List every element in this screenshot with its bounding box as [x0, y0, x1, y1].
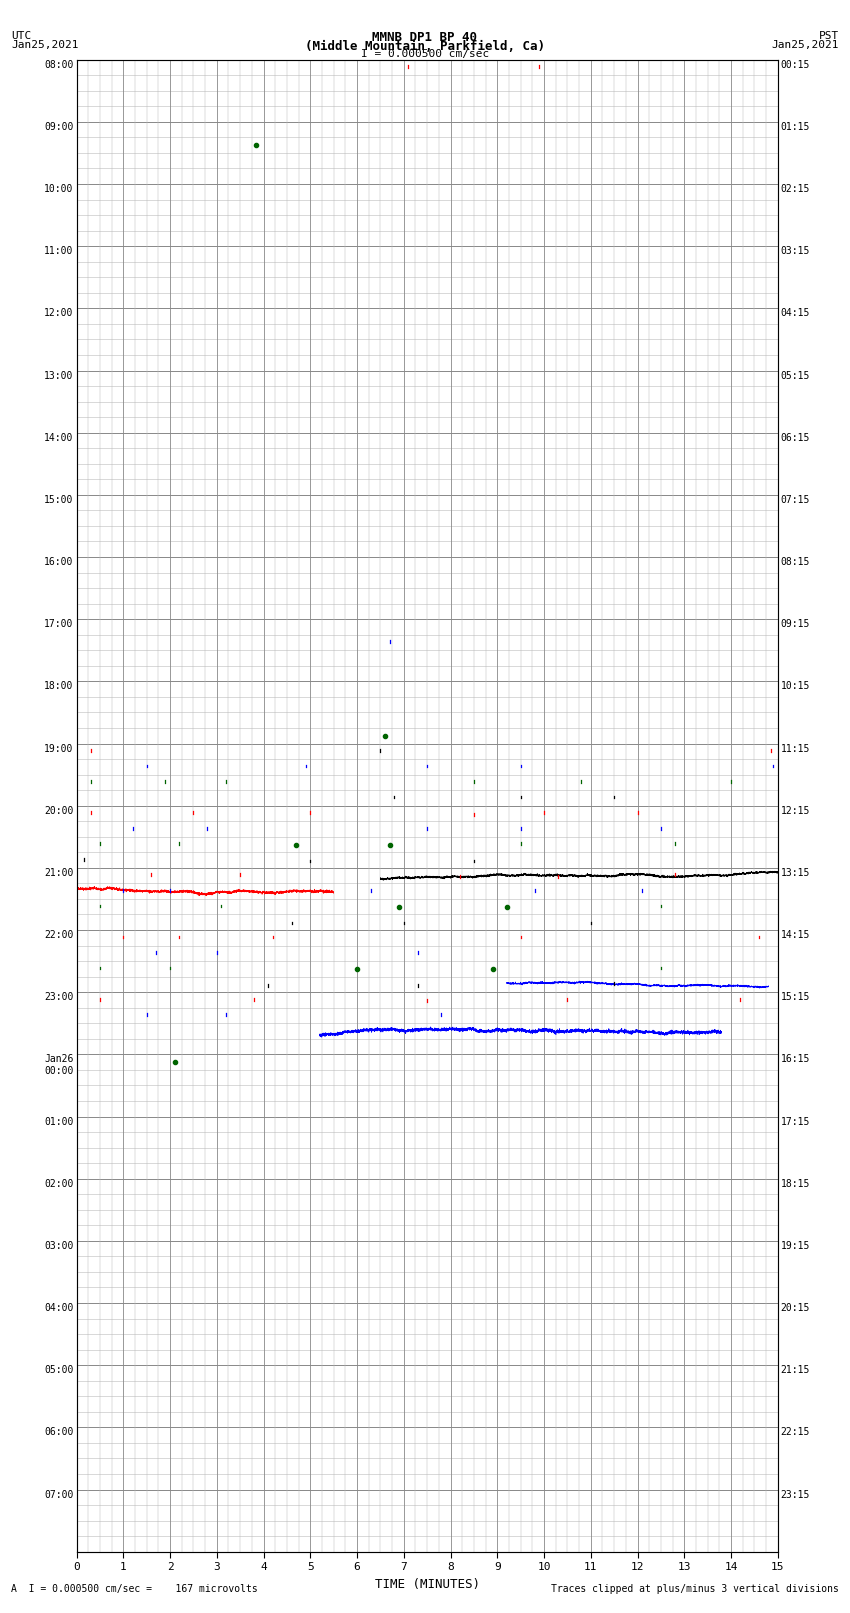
Text: PST: PST: [819, 31, 839, 42]
Text: A  I = 0.000500 cm/sec =    167 microvolts: A I = 0.000500 cm/sec = 167 microvolts: [11, 1584, 258, 1594]
Text: MMNB DP1 BP 40: MMNB DP1 BP 40: [372, 31, 478, 45]
Text: UTC: UTC: [11, 31, 31, 42]
Text: I = 0.000500 cm/sec: I = 0.000500 cm/sec: [361, 50, 489, 60]
Text: Traces clipped at plus/minus 3 vertical divisions: Traces clipped at plus/minus 3 vertical …: [551, 1584, 839, 1594]
Text: Jan25,2021: Jan25,2021: [11, 40, 78, 50]
Text: Jan25,2021: Jan25,2021: [772, 40, 839, 50]
X-axis label: TIME (MINUTES): TIME (MINUTES): [375, 1578, 479, 1590]
Text: (Middle Mountain, Parkfield, Ca): (Middle Mountain, Parkfield, Ca): [305, 40, 545, 53]
